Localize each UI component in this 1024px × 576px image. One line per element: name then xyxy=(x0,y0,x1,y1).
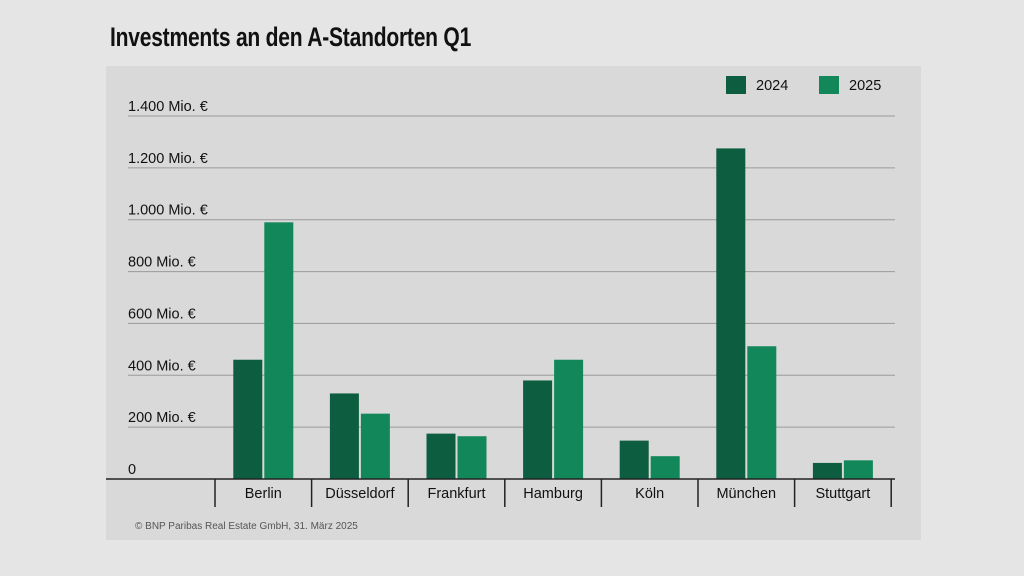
x-tick-label: Frankfurt xyxy=(427,486,485,502)
bar-2024-köln xyxy=(619,440,649,479)
y-tick-label: 0 xyxy=(128,462,136,478)
y-tick-label: 600 Mio. € xyxy=(128,306,196,322)
chart-title: Investments an den A-Standorten Q1 xyxy=(110,22,472,52)
copyright-credit: © BNP Paribas Real Estate GmbH, 31. März… xyxy=(135,521,358,532)
bar-2024-hamburg xyxy=(523,380,553,479)
bar-2024-stuttgart xyxy=(812,462,842,479)
bar-2025-köln xyxy=(650,456,680,479)
bar-2024-berlin xyxy=(233,359,263,479)
x-axis-labels: Berlin Düsseldorf Frankfurt Hamburg Köln Münc… xyxy=(245,486,871,502)
x-tick-label: Berlin xyxy=(245,486,282,502)
bar-2024-frankfurt xyxy=(426,433,456,479)
bar-2025-frankfurt xyxy=(457,436,487,479)
bar-2025-stuttgart xyxy=(843,460,873,479)
legend-swatch-2024 xyxy=(726,76,746,94)
y-tick-label: 800 Mio. € xyxy=(128,255,196,271)
legend-swatch-2025 xyxy=(819,76,839,94)
y-axis-labels: 0 200 Mio. € 400 Mio. € 600 Mio. € 800 Mio. … xyxy=(128,99,208,478)
bar-2025-hamburg xyxy=(554,359,584,479)
y-tick-label: 1.200 Mio. € xyxy=(128,151,208,167)
x-tick-label: München xyxy=(716,486,776,502)
x-tick-label: Hamburg xyxy=(523,486,583,502)
x-axis xyxy=(106,478,895,507)
bar-2025-düsseldorf xyxy=(360,413,390,479)
legend: 2024 2025 xyxy=(726,76,881,94)
bars xyxy=(233,148,873,480)
legend-label-2024: 2024 xyxy=(756,78,788,94)
legend-label-2025: 2025 xyxy=(849,78,881,94)
y-tick-label: 1.400 Mio. € xyxy=(128,99,208,115)
y-tick-label: 200 Mio. € xyxy=(128,410,196,426)
x-tick-label: Stuttgart xyxy=(815,486,870,502)
y-tick-label: 1.000 Mio. € xyxy=(128,203,208,219)
bar-2025-berlin xyxy=(264,222,294,480)
bar-2024-münchen xyxy=(716,148,746,480)
y-tick-label: 400 Mio. € xyxy=(128,358,196,374)
bar-2025-münchen xyxy=(747,346,777,479)
x-tick-label: Köln xyxy=(635,486,664,502)
x-tick-label: Düsseldorf xyxy=(325,486,395,502)
bar-2024-düsseldorf xyxy=(329,393,359,479)
